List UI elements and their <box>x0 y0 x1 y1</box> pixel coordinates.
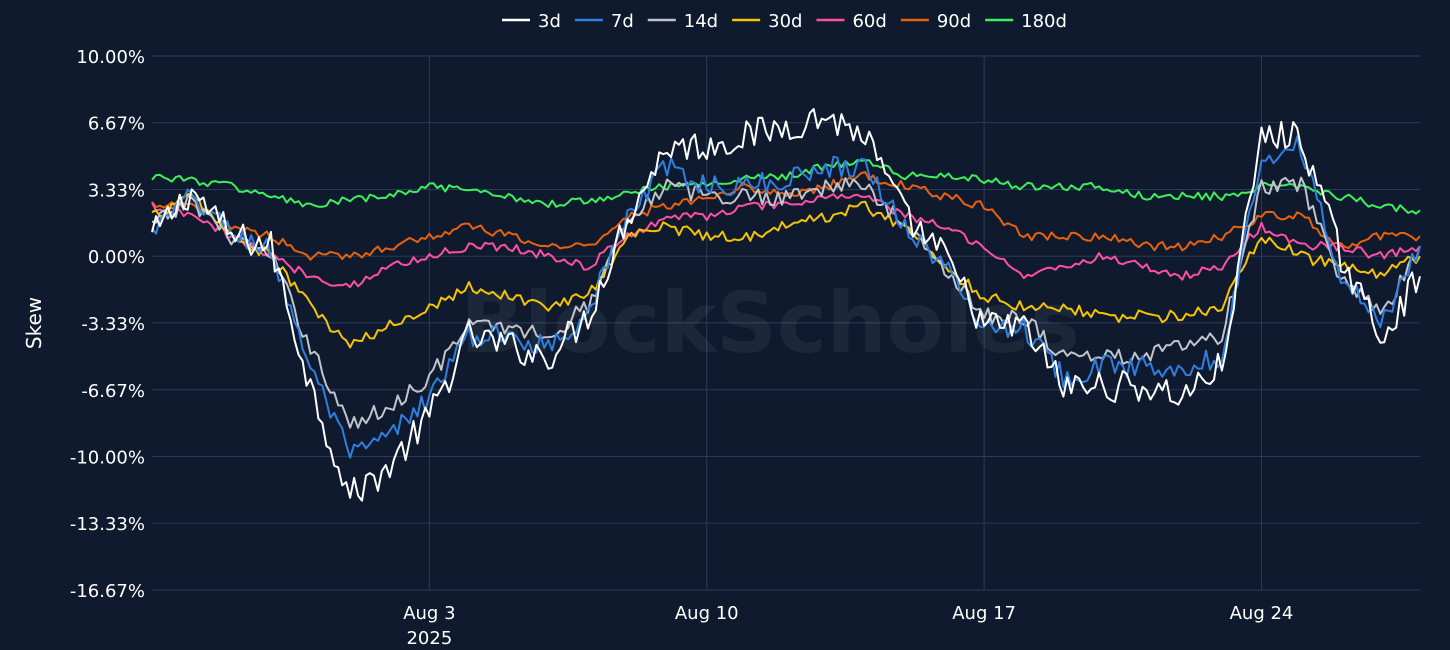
legend-item-60d: 60d <box>816 11 887 32</box>
x-tick-sublabel: 2025 <box>406 628 452 649</box>
y-tick-label: 0.00% <box>88 247 145 268</box>
legend-item-7d: 7d <box>574 11 634 32</box>
legend-label: 14d <box>684 11 718 32</box>
legend-label: 180d <box>1021 11 1067 32</box>
y-tick-label: 6.67% <box>88 114 145 135</box>
grid <box>152 55 1420 591</box>
series-line-90d <box>151 171 1421 261</box>
legend-item-90d: 90d <box>900 11 971 32</box>
y-tick-label: -6.67% <box>81 381 145 402</box>
y-tick-label: -10.00% <box>70 447 145 468</box>
series-line-7d <box>151 135 1421 459</box>
y-axis-title: Skew <box>22 297 46 349</box>
legend-label: 30d <box>768 11 802 32</box>
y-tick-label: -16.67% <box>70 581 145 602</box>
series-layer <box>151 108 1421 502</box>
y-tick-label: 10.00% <box>76 47 145 68</box>
y-tick-label: -3.33% <box>81 314 145 335</box>
x-axis-ticks: Aug 3 2025 Aug 10 Aug 17 Aug 24 <box>403 603 1293 649</box>
x-tick-label: Aug 17 <box>952 603 1016 624</box>
legend-item-3d: 3d <box>502 11 561 32</box>
legend: 3d 7d 14d 30d 60d 90d 180d <box>502 11 1067 32</box>
series-line-14d <box>151 176 1421 429</box>
legend-item-180d: 180d <box>985 11 1067 32</box>
series-line-3d <box>151 108 1421 502</box>
legend-label: 3d <box>538 11 561 32</box>
legend-label: 90d <box>937 11 971 32</box>
legend-label: 60d <box>852 11 886 32</box>
series-line-30d <box>151 193 1421 349</box>
y-axis-ticks: 10.00% 6.67% 3.33% 0.00% -3.33% -6.67% -10.00%… <box>70 47 145 602</box>
x-tick-label: Aug 10 <box>675 603 739 624</box>
series-line-180d <box>151 159 1421 215</box>
y-tick-label: -13.33% <box>70 514 145 535</box>
legend-label: 7d <box>611 11 634 32</box>
legend-item-30d: 30d <box>732 11 802 32</box>
x-tick-label: Aug 3 <box>403 603 455 624</box>
series-line-60d <box>151 193 1421 289</box>
x-tick-label: Aug 24 <box>1230 603 1294 624</box>
legend-item-14d: 14d <box>647 11 718 32</box>
y-tick-label: 3.33% <box>88 181 145 202</box>
